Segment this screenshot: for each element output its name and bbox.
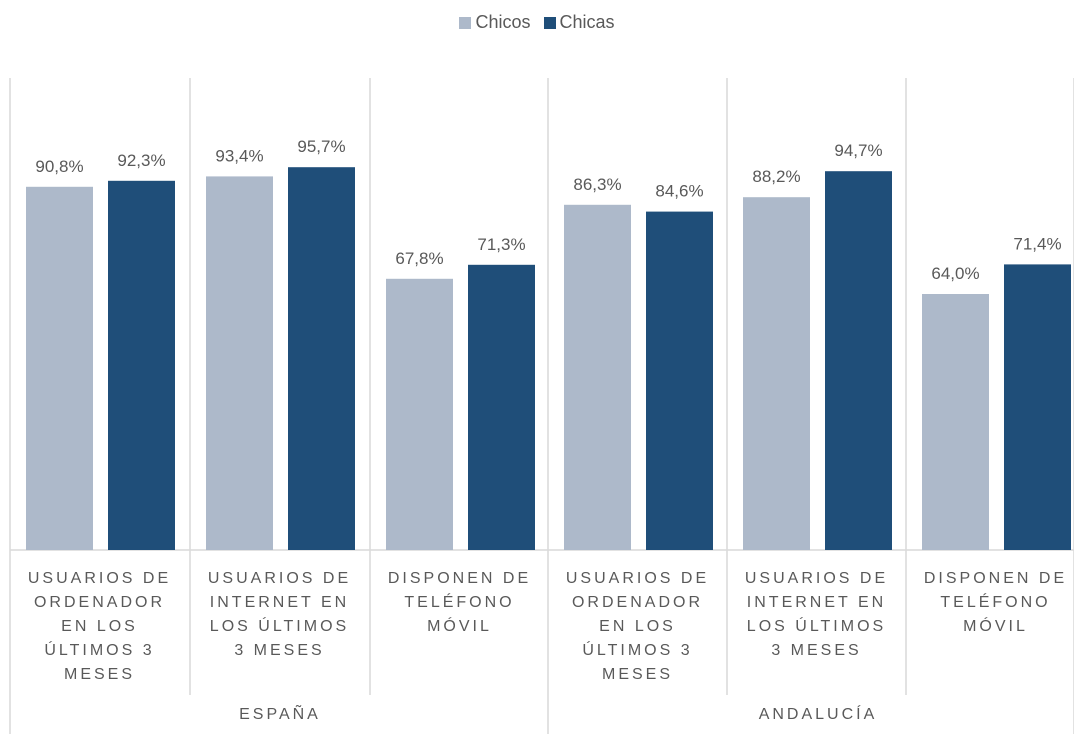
category-label: USUARIOS DE ORDENADOR EN LOS ÚLTIMOS 3 M… [565,570,710,683]
legend-label-chicos: Chicos [475,12,531,32]
category-label: DISPONEN DE TELÉFONO MÓVIL [387,570,532,635]
data-label-chicos: 88,2% [752,167,800,186]
data-label-chicos: 93,4% [215,146,263,165]
category-label: USUARIOS DE ORDENADOR EN LOS ÚLTIMOS 3 M… [27,570,172,683]
data-label-chicas: 71,3% [477,235,525,254]
group-label-espana: ESPAÑA [239,706,321,723]
category-label: USUARIOS DE INTERNET EN LOS ÚLTIMOS 3 ME… [744,570,889,659]
legend-label-chicas: Chicas [559,12,615,32]
data-label-chicos: 67,8% [395,249,443,268]
data-label-chicas: 84,6% [655,182,703,201]
bar-chicas [468,264,535,550]
category-label: USUARIOS DE INTERNET EN LOS ÚLTIMOS 3 ME… [207,570,352,659]
data-label-chicos: 90,8% [35,157,83,176]
data-label-chicas: 92,3% [117,151,165,170]
data-label-chicas: 95,7% [297,137,345,156]
data-label-chicos: 64,0% [931,264,979,283]
category-label: DISPONEN DE TELÉFONO MÓVIL [923,570,1068,635]
data-label-chicos: 86,3% [573,175,621,194]
group-label-andalucia: ANDALUCÍA [758,706,878,723]
bar-chicos [564,204,631,551]
legend-item-chicas: Chicas [543,12,615,33]
legend: Chicos Chicas [0,12,1074,34]
data-label-chicas: 71,4% [1013,234,1061,253]
bar-chicos [26,186,93,551]
bar-chicas [1004,264,1071,550]
bar-chicos [206,176,273,550]
data-label-chicas: 94,7% [834,141,882,160]
bar-chicas [646,211,713,550]
bar-chicos [922,294,989,550]
legend-item-chicos: Chicos [459,12,530,33]
bar-chicas [825,171,892,550]
bar-chicos [386,278,453,550]
legend-swatch-chicas [543,16,556,29]
legend-swatch-chicos [459,16,472,29]
bar-chicas [108,180,175,551]
bar-chicos [743,197,810,550]
bar-chicas [288,167,355,550]
